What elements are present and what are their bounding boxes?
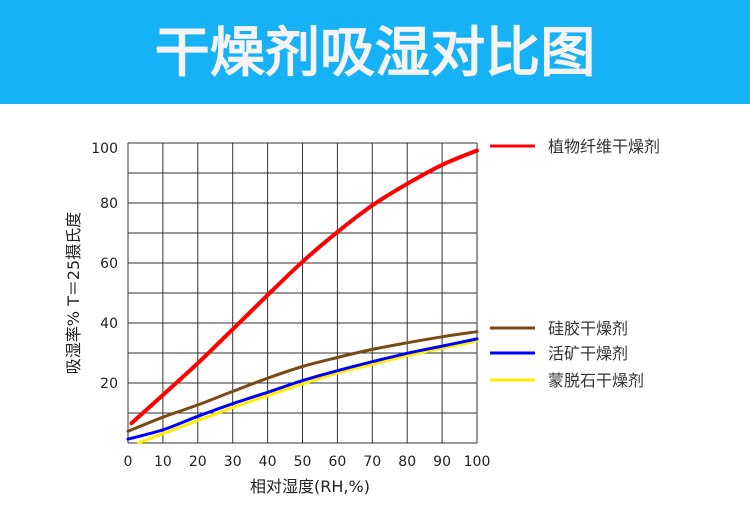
x-tick-label: 0: [124, 454, 133, 470]
grid: [127, 142, 478, 444]
series-line: [126, 330, 479, 433]
legend-label: 活矿干燥剂: [548, 344, 628, 363]
y-tick-label: 20: [100, 376, 118, 392]
chart-title: 干燥剂吸湿对比图: [154, 21, 596, 84]
series-lines: [126, 148, 479, 445]
x-tick-label: 20: [189, 454, 207, 470]
y-tick-label: 40: [100, 316, 118, 332]
x-tick-label: 70: [363, 454, 381, 470]
legend-label: 蒙脱石干燥剂: [548, 371, 644, 390]
x-tick-label: 50: [294, 454, 312, 470]
x-tick-label: 90: [433, 454, 451, 470]
x-tick-label: 100: [464, 454, 491, 470]
legend-label: 硅胶干燥剂: [548, 319, 628, 338]
x-tick-label: 30: [224, 454, 242, 470]
tick-labels: 0 10 20 30 40 50 60 70 80 90 100 20 40 60 80 100: [91, 141, 490, 470]
title-banner: 干燥剂吸湿对比图: [0, 0, 750, 104]
x-tick-label: 10: [154, 454, 172, 470]
y-axis-label: 吸湿率% T＝25摄氏度: [64, 212, 83, 374]
series-line: [129, 148, 479, 426]
series-line: [126, 337, 479, 441]
y-tick-label: 80: [100, 196, 118, 212]
legend-label: 植物纤维干燥剂: [548, 137, 660, 156]
series-line: [136, 339, 479, 445]
x-tick-label: 40: [259, 454, 277, 470]
y-tick-label: 60: [100, 256, 118, 272]
y-tick-label: 100: [91, 141, 118, 157]
x-axis-label: 相对湿度(RH,%): [250, 477, 370, 496]
x-tick-label: 60: [328, 454, 346, 470]
x-tick-label: 80: [398, 454, 416, 470]
